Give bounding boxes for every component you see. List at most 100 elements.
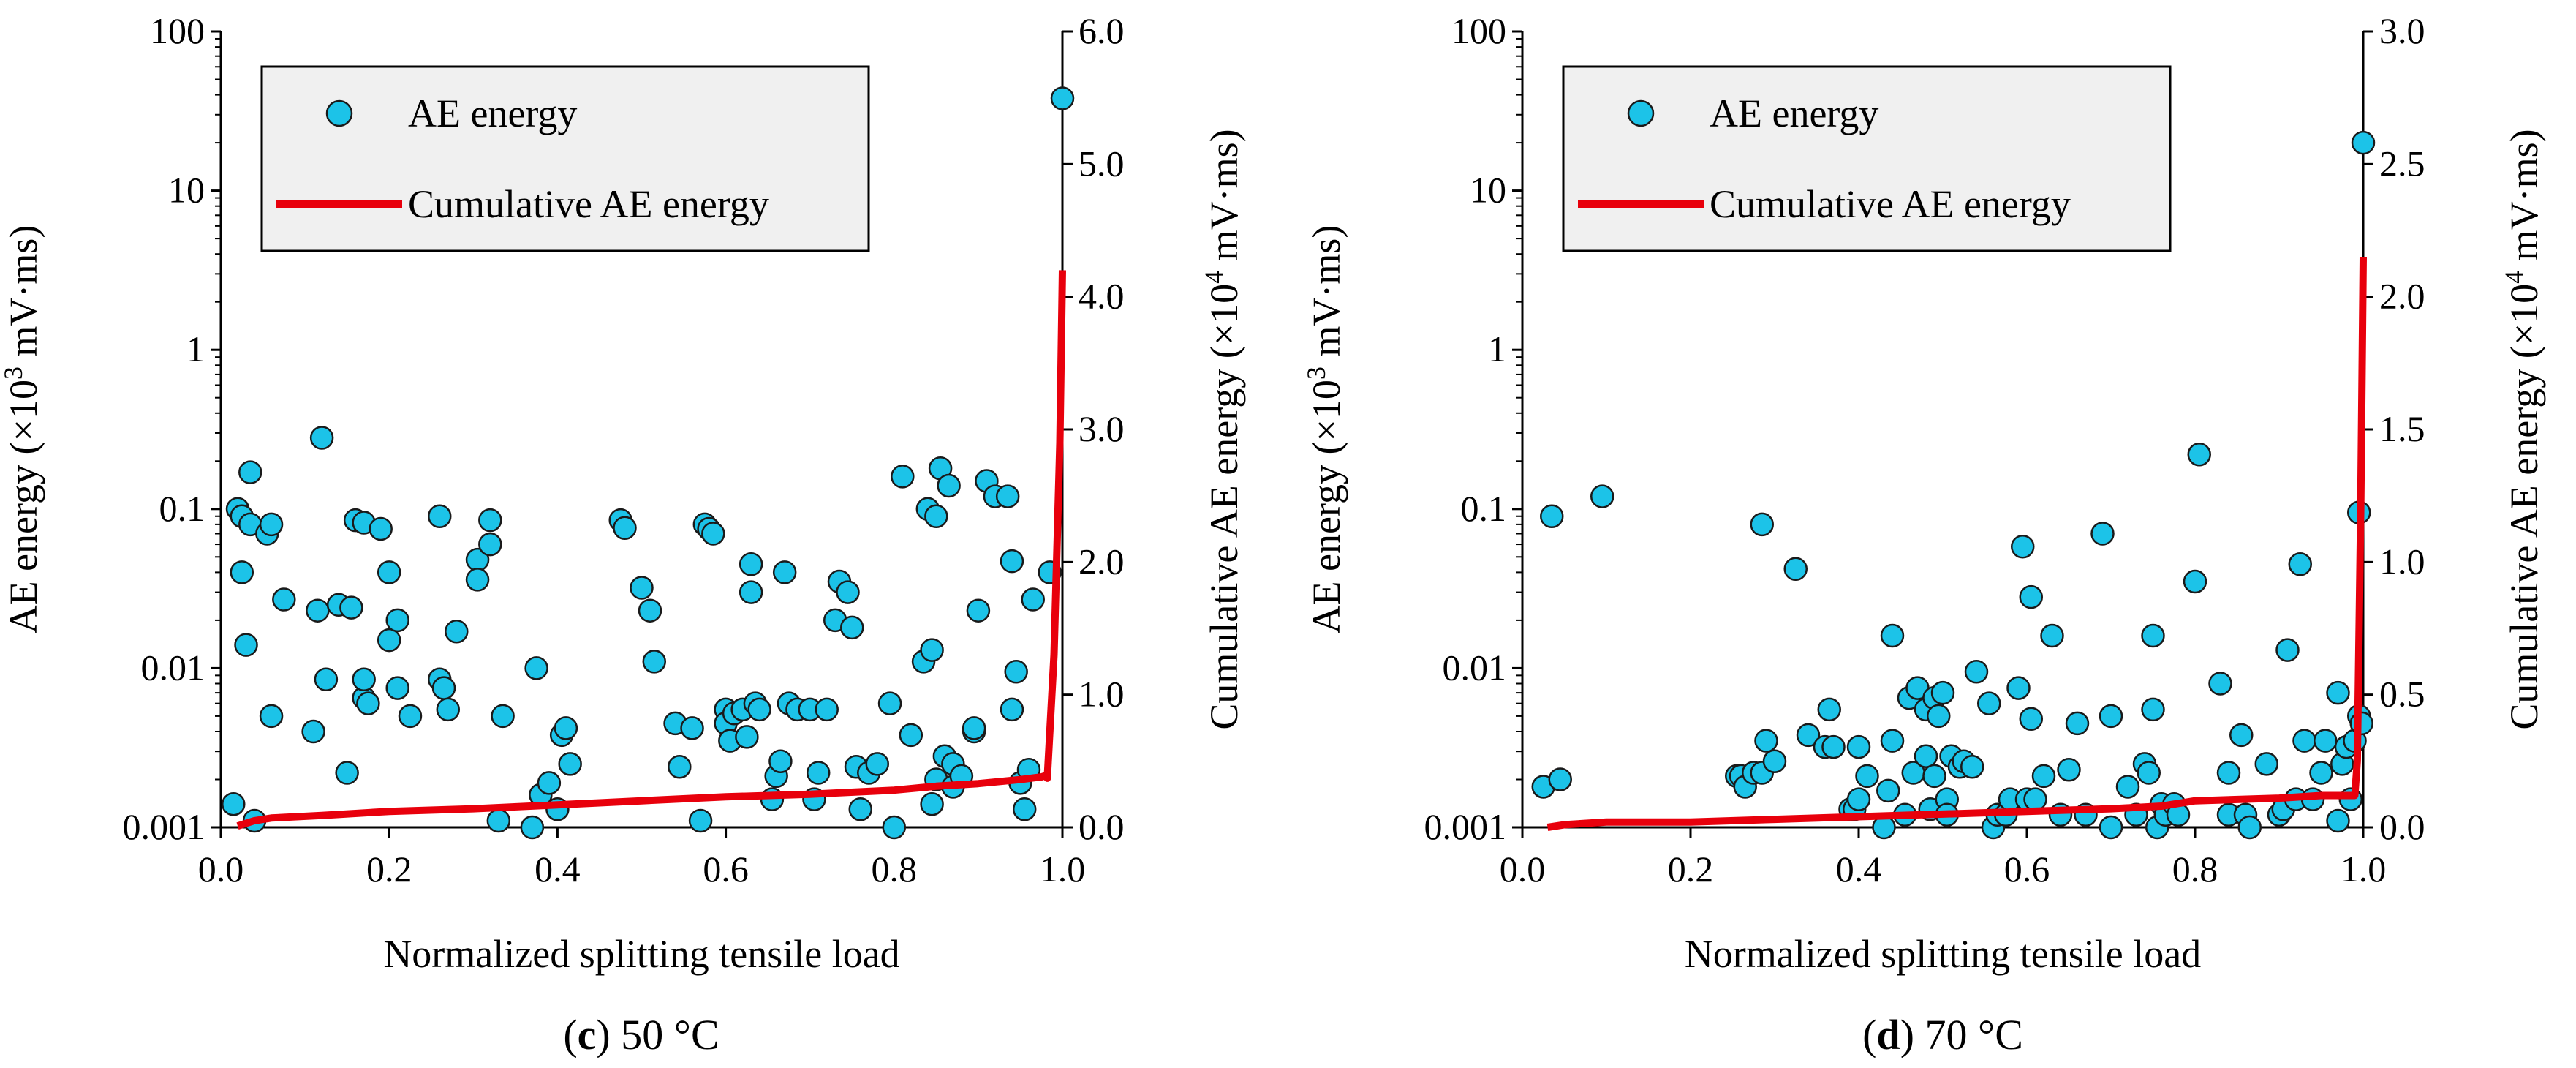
scatter-point: [1796, 723, 1821, 748]
scatter-point: [2187, 443, 2211, 467]
y-right-tick-label: 1.0: [2379, 541, 2425, 582]
scatter-point: [768, 749, 793, 773]
scatter-point: [259, 704, 284, 729]
scatter-point: [1977, 691, 2001, 715]
y-left-tick-label: 1: [1488, 328, 1506, 369]
scatter-point: [385, 676, 409, 700]
y-right-tick-label: 3.0: [1079, 408, 1125, 449]
scatter-point: [688, 808, 713, 833]
y-right-tick-label: 1.0: [1079, 674, 1125, 715]
scatter-point: [377, 628, 401, 653]
scatter-point: [478, 532, 502, 557]
y-left-axis-label-exponent: 3: [0, 366, 28, 380]
scatter-point: [230, 560, 254, 584]
scatter-point: [1880, 729, 1905, 753]
scatter-point: [1590, 484, 1614, 508]
x-tick-label: 0.4: [535, 849, 581, 890]
scatter-point: [865, 752, 890, 776]
scatter-point: [1960, 755, 1984, 779]
scatter-point: [668, 755, 692, 779]
panel-caption-open: (: [563, 1011, 577, 1058]
panel-caption-open: (: [1862, 1011, 1876, 1058]
scatter-point: [966, 598, 991, 623]
scatter-point: [2031, 764, 2056, 789]
scatter-point: [891, 465, 915, 489]
scatter-point: [491, 704, 515, 729]
y-left-axis-label-unit: mV·ms): [1304, 225, 1348, 366]
scatter-point: [398, 704, 423, 729]
y-right-tick-label: 2.5: [2379, 143, 2425, 184]
scatter-point: [428, 504, 452, 529]
scatter-point: [465, 568, 490, 592]
y-left-tick-label: 0.001: [123, 806, 205, 847]
scatter-point: [2275, 638, 2300, 662]
x-tick-label: 0.0: [198, 849, 244, 890]
scatter-point: [1846, 734, 1871, 759]
scatter-point: [920, 638, 944, 662]
scatter-point: [2115, 775, 2140, 799]
scatter-point: [369, 516, 393, 541]
scatter-point: [2099, 815, 2123, 840]
scatter-point: [2351, 130, 2376, 155]
scatter-point: [1876, 778, 1900, 803]
scatter-point: [2292, 729, 2316, 753]
scatter-point: [2137, 761, 2161, 785]
scatter-point: [1762, 749, 1787, 773]
y-left-tick-label: 0.01: [141, 647, 205, 688]
scatter-point: [2229, 723, 2254, 748]
scatter-point: [840, 615, 864, 640]
y-right-axis-label-main: Cumulative AE energy (×10: [1202, 284, 1246, 730]
y-right-tick-label: 5.0: [1079, 143, 1125, 184]
legend-box: [260, 65, 870, 252]
scatter-point: [2019, 707, 2043, 732]
scatter-point: [2141, 697, 2165, 722]
scatter-point: [1000, 697, 1024, 722]
scatter-point: [2141, 623, 2165, 648]
panel-caption: (d) 70 °C: [1862, 1011, 2023, 1058]
scatter-point: [1817, 697, 1841, 722]
panel-caption: (c) 50 °C: [563, 1011, 719, 1058]
scatter-point: [937, 473, 961, 498]
y-left-tick-label: 10: [168, 170, 205, 211]
scatter-point: [2254, 752, 2278, 776]
scatter-point: [1783, 557, 1808, 582]
panel-caption-title: 50 °C: [621, 1011, 719, 1058]
scatter-point: [1914, 744, 1938, 768]
scatter-point: [1000, 549, 1024, 574]
scatter-point: [2023, 787, 2047, 811]
scatter-point: [301, 719, 325, 744]
x-tick-label: 0.6: [2004, 849, 2050, 890]
scatter-point: [1004, 659, 1028, 684]
scatter-point: [630, 576, 654, 600]
y-left-tick-label: 0.01: [1443, 647, 1507, 688]
y-left-axis-label-exponent: 3: [1302, 366, 1331, 380]
scatter-point: [554, 716, 578, 740]
scatter-point: [2326, 680, 2350, 705]
y-left-tick-label: 0.001: [1424, 806, 1507, 847]
scatter-point: [613, 516, 637, 540]
scatter-point: [222, 791, 246, 816]
scatter-point: [2057, 758, 2081, 782]
scatter-point: [735, 725, 759, 749]
x-axis-label: Normalized splitting tensile load: [1685, 932, 2201, 976]
scatter-point: [259, 512, 284, 537]
scatter-point: [352, 667, 376, 692]
scatter-point: [234, 633, 258, 657]
scatter-point: [478, 508, 502, 533]
legend-label-ae-energy: AE energy: [408, 91, 577, 135]
legend-label-ae-energy: AE energy: [1710, 91, 1878, 135]
scatter-point: [806, 761, 831, 785]
scatter-point: [2326, 808, 2350, 833]
y-right-tick-label: 1.5: [2379, 408, 2425, 449]
scatter-point: [1927, 704, 1951, 729]
scatter-point: [772, 560, 797, 584]
cumulative-line: [236, 270, 1066, 830]
scatter-point: [1021, 587, 1045, 612]
scatter-point: [1930, 680, 1955, 705]
y-left-tick-label: 100: [1451, 10, 1506, 51]
scatter-point: [2065, 711, 2090, 736]
scatter-point: [747, 697, 771, 722]
panel-caption-title: 70 °C: [1925, 1011, 2023, 1058]
scatter-point: [1548, 767, 1572, 791]
y-right-tick-label: 0.0: [1079, 806, 1125, 847]
